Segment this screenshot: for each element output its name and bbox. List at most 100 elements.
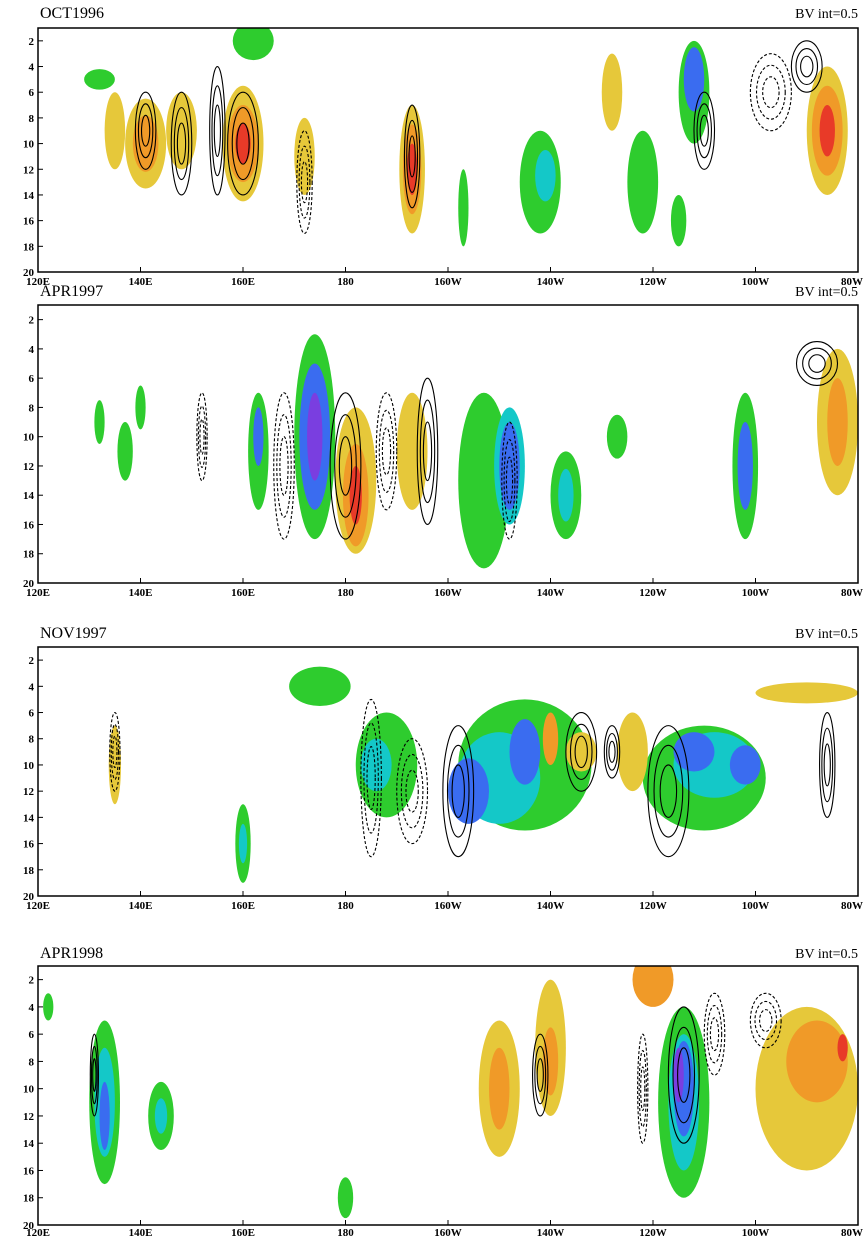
shade-blob (837, 1034, 848, 1062)
contour-line (603, 725, 621, 779)
shade-blob (360, 738, 392, 792)
y-tick-label: 12 (23, 786, 35, 798)
contour-line (296, 130, 313, 235)
contour-line (446, 744, 470, 838)
shade-blob (535, 150, 556, 202)
x-tick-label: 180 (337, 1227, 354, 1238)
contour-line (534, 1045, 547, 1105)
y-tick-label: 14 (23, 490, 35, 502)
contour-line (197, 405, 207, 468)
shade-blob (606, 414, 628, 459)
shade-blob (489, 1047, 510, 1130)
annotation: BV int=0.5 (795, 627, 858, 642)
x-tick-label: 120E (26, 900, 50, 912)
contour-line (795, 341, 839, 387)
contour-line (696, 103, 712, 159)
panel-title: OCT1996 (40, 5, 104, 22)
shade-blob (632, 966, 674, 1007)
shade-blob (289, 666, 351, 706)
x-tick-label: 100W (742, 276, 770, 288)
contour-line (403, 104, 421, 209)
x-tick-label: 180 (337, 276, 354, 288)
contour-line (112, 735, 118, 769)
contour-line (709, 1017, 720, 1052)
shade-blob (729, 745, 761, 785)
shade-blob (253, 407, 264, 466)
field (43, 966, 858, 1219)
x-tick-label: 120E (26, 1227, 50, 1238)
x-tick-label: 80W (841, 1227, 863, 1238)
contour-line (405, 769, 419, 813)
shade-blob (238, 823, 248, 864)
x-tick-label: 120W (639, 587, 667, 599)
y-tick-label: 14 (23, 1138, 35, 1150)
x-tick-label: 140E (129, 900, 153, 912)
x-tick-label: 160E (231, 587, 255, 599)
x-tick-label: 80W (841, 900, 863, 912)
x-tick-label: 140E (129, 1227, 153, 1238)
contour-line (406, 119, 419, 193)
shade-blob (349, 465, 362, 525)
shade-blob (542, 712, 559, 765)
contour-line (227, 91, 259, 196)
contour-line (279, 436, 289, 496)
x-tick-label: 140W (537, 276, 565, 288)
contour-line (211, 85, 224, 177)
shade-blob (84, 69, 115, 90)
y-tick-label: 4 (29, 344, 35, 356)
y-tick-label: 16 (23, 1165, 35, 1177)
y-tick-label: 18 (23, 241, 35, 253)
contour-line (236, 122, 250, 165)
contour-line (536, 1058, 544, 1092)
shade-blob (737, 422, 753, 510)
contour-line (800, 55, 814, 78)
y-tick-label: 12 (23, 164, 35, 176)
contour-line (640, 1066, 646, 1112)
shade-blob (617, 712, 648, 792)
x-tick-label: 160E (231, 900, 255, 912)
contour-line (109, 711, 121, 792)
y-tick-label: 12 (23, 1111, 35, 1123)
contour-line (505, 456, 514, 505)
shade-blob (542, 1027, 559, 1096)
y-tick-label: 2 (29, 36, 35, 48)
shade-blob (683, 47, 705, 112)
y-tick-label: 20 (23, 1220, 35, 1232)
contour-line (706, 1004, 723, 1064)
contour-line (693, 91, 716, 170)
shade-blob (135, 385, 146, 430)
contour-line (213, 104, 222, 157)
contour-line (532, 1033, 549, 1117)
y-tick-label: 16 (23, 839, 35, 851)
y-tick-label: 8 (29, 113, 35, 125)
contour-line (400, 753, 424, 829)
y-tick-label: 10 (23, 1084, 35, 1096)
y-tick-label: 18 (23, 549, 35, 561)
y-tick-label: 2 (29, 315, 35, 327)
contour-line (92, 1058, 97, 1092)
y-tick-label: 8 (29, 734, 35, 746)
shade-blob (509, 719, 541, 785)
x-tick-label: 140E (129, 276, 153, 288)
x-tick-label: 160W (434, 900, 462, 912)
contour-line (451, 764, 465, 818)
annotation: BV int=0.5 (795, 947, 858, 962)
contour-line (90, 1045, 98, 1105)
shade-blob (117, 422, 133, 481)
field (84, 28, 848, 247)
contour-line (823, 743, 831, 787)
field (108, 666, 858, 883)
x-tick-label: 180 (337, 900, 354, 912)
contour-line (375, 392, 398, 511)
contour-line (396, 738, 429, 845)
shade-blob (627, 130, 659, 234)
contour-line (381, 427, 392, 476)
x-tick-label: 160W (434, 1227, 462, 1238)
panel-title: APR1998 (40, 945, 103, 962)
y-tick-label: 4 (29, 1002, 35, 1014)
contour-line (366, 746, 376, 811)
y-tick-label: 16 (23, 519, 35, 531)
